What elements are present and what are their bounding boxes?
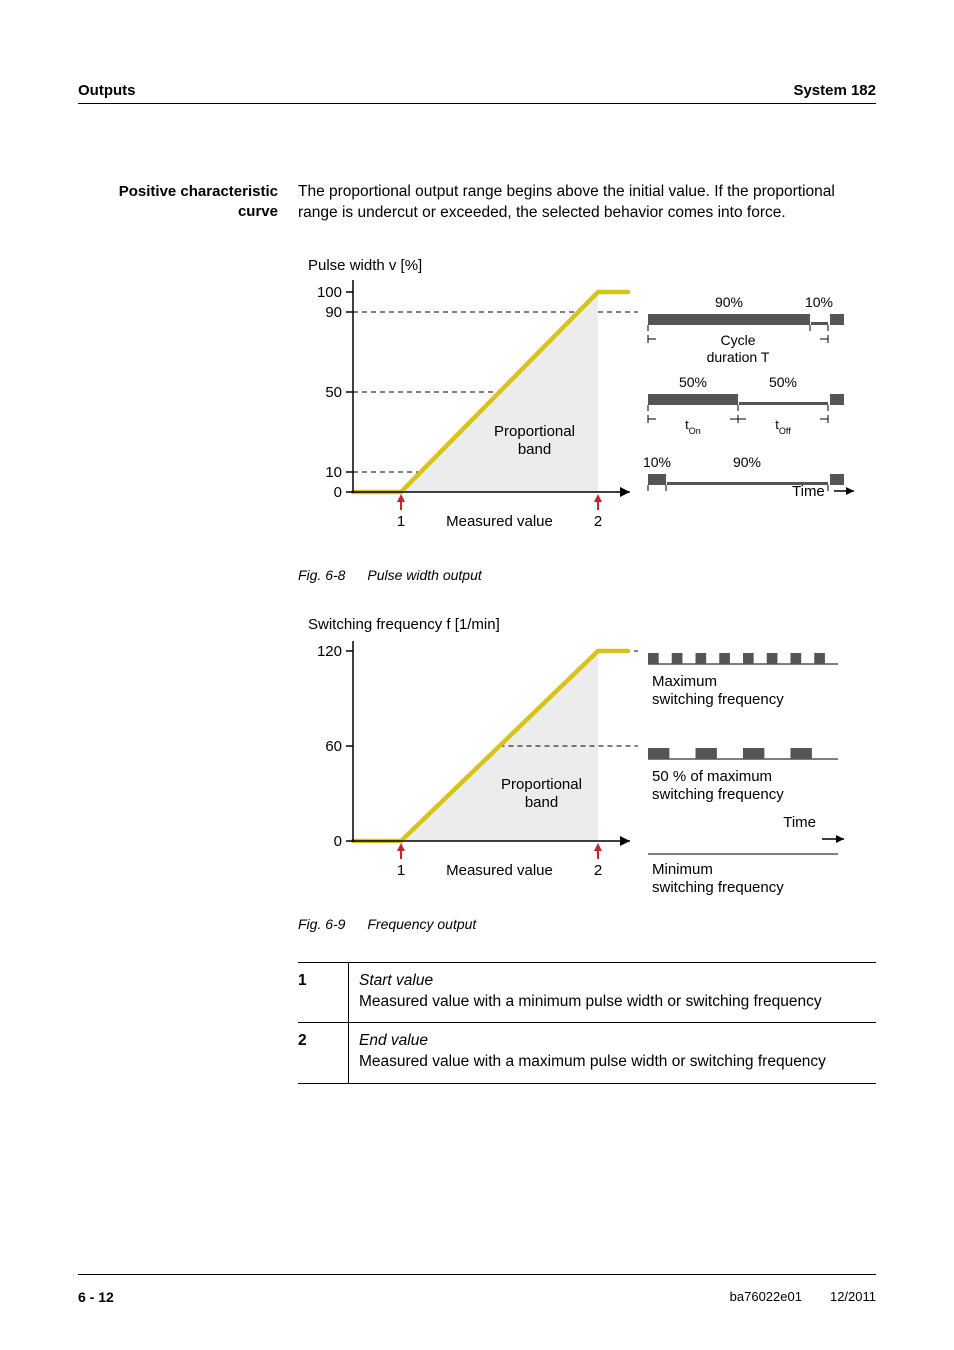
- svg-text:2: 2: [594, 862, 602, 879]
- svg-text:50 % of maximum: 50 % of maximum: [652, 768, 772, 785]
- svg-text:switching frequency: switching frequency: [652, 786, 784, 803]
- svg-text:Cycle: Cycle: [720, 332, 755, 348]
- legend-num: 1: [298, 962, 349, 1023]
- svg-text:50%: 50%: [769, 374, 797, 390]
- svg-text:1: 1: [397, 862, 405, 879]
- svg-text:60: 60: [325, 738, 342, 755]
- page-header: Outputs System 182: [78, 82, 876, 104]
- svg-text:Time: Time: [792, 483, 825, 500]
- svg-text:90%: 90%: [715, 294, 743, 310]
- legend-cell: End value Measured value with a maximum …: [349, 1023, 877, 1084]
- svg-text:50%: 50%: [679, 374, 707, 390]
- svg-text:tOff: tOff: [775, 417, 791, 436]
- figure-pulse-width: 0 10 50 90 100 Pulse width v [%] 1 2 Measured va…: [298, 254, 876, 554]
- footer-date: 12/2011: [830, 1289, 876, 1305]
- svg-text:90: 90: [325, 304, 342, 321]
- header-right: System 182: [793, 82, 876, 99]
- svg-text:Time: Time: [783, 814, 816, 831]
- svg-text:0: 0: [334, 833, 342, 850]
- svg-text:Measured value: Measured value: [446, 862, 553, 879]
- svg-text:100: 100: [317, 284, 342, 301]
- svg-text:50: 50: [325, 384, 342, 401]
- fig2-caption: Fig. 6-9 Frequency output: [298, 915, 876, 934]
- svg-text:Proportional: Proportional: [501, 775, 582, 792]
- legend-row: 2 End value Measured value with a maximu…: [298, 1023, 876, 1084]
- svg-text:Switching frequency f [1/min]: Switching frequency f [1/min]: [308, 616, 500, 633]
- svg-text:tOn: tOn: [685, 417, 701, 436]
- legend-desc: Measured value with a minimum pulse widt…: [359, 993, 822, 1010]
- footer-rev-block: ba76022e01 12/2011: [730, 1289, 876, 1305]
- fig2-caption-label: Fig. 6-9: [298, 916, 345, 932]
- svg-text:band: band: [518, 441, 551, 458]
- footer-rev: ba76022e01: [730, 1289, 802, 1305]
- svg-text:0: 0: [334, 484, 342, 501]
- svg-text:switching frequency: switching frequency: [652, 691, 784, 708]
- fig2-caption-text: Frequency output: [367, 916, 476, 932]
- header-left: Outputs: [78, 82, 136, 99]
- fig1-caption-label: Fig. 6-8: [298, 567, 345, 583]
- svg-text:duration T: duration T: [707, 349, 770, 365]
- svg-text:10%: 10%: [643, 454, 671, 470]
- intro-paragraph: The proportional output range begins abo…: [298, 182, 876, 224]
- page-footer: 6 - 12 ba76022e01 12/2011: [78, 1289, 876, 1305]
- svg-text:10: 10: [325, 464, 342, 481]
- legend-desc: Measured value with a maximum pulse widt…: [359, 1053, 826, 1070]
- svg-text:Minimum: Minimum: [652, 861, 713, 878]
- svg-text:switching frequency: switching frequency: [652, 879, 784, 896]
- legend-title: Start value: [359, 972, 433, 989]
- svg-text:Pulse width v [%]: Pulse width v [%]: [308, 257, 422, 274]
- svg-text:90%: 90%: [733, 454, 761, 470]
- sidebar-heading: Positive characteristic curve: [78, 182, 278, 223]
- svg-text:2: 2: [594, 513, 602, 530]
- figure-frequency: 0 60 120 Switching frequency f [1/min] 1 2 Mea…: [298, 613, 876, 903]
- footer-page-num: 6 - 12: [78, 1289, 114, 1305]
- svg-text:Maximum: Maximum: [652, 673, 717, 690]
- svg-text:1: 1: [397, 513, 405, 530]
- fig1-caption: Fig. 6-8 Pulse width output: [298, 566, 876, 585]
- fig1-caption-text: Pulse width output: [367, 567, 481, 583]
- legend-cell: Start value Measured value with a minimu…: [349, 962, 877, 1023]
- svg-text:band: band: [525, 793, 558, 810]
- legend-row: 1 Start value Measured value with a mini…: [298, 962, 876, 1023]
- legend-num: 2: [298, 1023, 349, 1084]
- footer-rule: [78, 1274, 876, 1275]
- svg-text:10%: 10%: [805, 294, 833, 310]
- svg-text:Proportional: Proportional: [494, 423, 575, 440]
- legend-table: 1 Start value Measured value with a mini…: [298, 962, 876, 1085]
- legend-title: End value: [359, 1032, 428, 1049]
- svg-text:Measured value: Measured value: [446, 513, 553, 530]
- svg-text:120: 120: [317, 643, 342, 660]
